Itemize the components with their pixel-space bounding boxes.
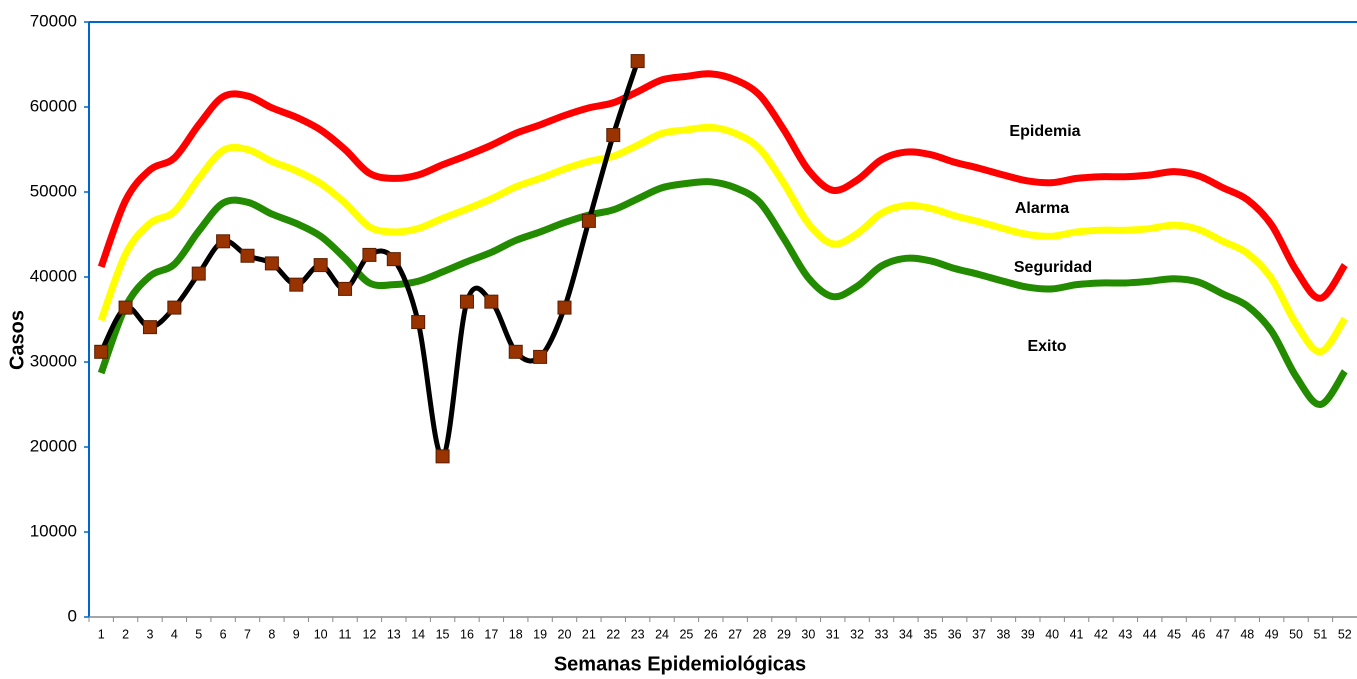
marker (435, 449, 450, 464)
marker (362, 247, 377, 262)
y-axis-title: Casos (6, 310, 28, 370)
x-tick-label: 35 (923, 627, 937, 641)
y-tick-label: 70000 (30, 11, 77, 30)
x-tick-label: 1 (98, 627, 105, 641)
x-tick-label: 47 (1216, 627, 1230, 641)
zone-label: Epidemia (1009, 123, 1080, 140)
marker (508, 344, 523, 359)
y-tick-label: 20000 (30, 436, 77, 455)
x-tick-label: 17 (484, 627, 498, 641)
marker (142, 320, 157, 335)
x-tick-label: 15 (436, 627, 450, 641)
y-tick-label: 60000 (30, 96, 77, 115)
marker (411, 315, 426, 330)
x-tick-label: 19 (533, 627, 547, 641)
x-tick-label: 16 (460, 627, 474, 641)
x-tick-label: 41 (1070, 627, 1084, 641)
y-tick-label: 30000 (30, 351, 77, 370)
x-tick-label: 43 (1118, 627, 1132, 641)
x-tick-label: 22 (606, 627, 620, 641)
x-tick-label: 4 (171, 627, 178, 641)
x-tick-label: 44 (1143, 627, 1157, 641)
series-line (97, 178, 1348, 408)
x-tick-label: 11 (339, 627, 352, 641)
x-tick-label: 14 (411, 627, 425, 641)
marker (264, 256, 279, 271)
y-tick-label: 10000 (30, 521, 77, 540)
marker (118, 300, 133, 315)
x-tick-label: 20 (558, 627, 572, 641)
x-tick-label: 24 (655, 627, 669, 641)
x-tick-label: 8 (268, 627, 275, 641)
x-tick-label: 45 (1167, 627, 1181, 641)
marker (94, 344, 109, 359)
marker (459, 294, 474, 309)
x-tick-label: 9 (293, 627, 300, 641)
x-tick-label: 34 (899, 627, 913, 641)
marker (167, 300, 182, 315)
zone-label: Alarma (1015, 200, 1069, 217)
marker (557, 300, 572, 315)
zone-label: Seguridad (1014, 259, 1092, 276)
x-tick-label: 39 (1021, 627, 1035, 641)
marker (606, 128, 621, 143)
x-tick-label: 32 (850, 627, 864, 641)
x-tick-label: 29 (777, 627, 791, 641)
x-tick-label: 28 (753, 627, 767, 641)
x-tick-label: 42 (1094, 627, 1108, 641)
y-tick-label: 50000 (30, 181, 77, 200)
marker (289, 277, 304, 292)
x-tick-label: 5 (195, 627, 202, 641)
marker (338, 281, 353, 296)
series-line (97, 123, 1348, 356)
x-tick-label: 6 (220, 627, 227, 641)
x-tick-label: 25 (679, 627, 693, 641)
x-axis-title: Semanas Epidemiológicas (554, 653, 806, 675)
marker (191, 266, 206, 281)
x-tick-label: 10 (314, 627, 328, 641)
x-tick-label: 50 (1289, 627, 1303, 641)
x-tick-label: 49 (1265, 627, 1279, 641)
x-tick-label: 12 (362, 627, 376, 641)
marker (386, 252, 401, 267)
x-tick-label: 3 (146, 627, 153, 641)
marker (630, 54, 645, 69)
x-tick-label: 26 (704, 627, 718, 641)
y-tick-label: 40000 (30, 266, 77, 285)
y-tick-label: 0 (68, 606, 77, 625)
x-tick-label: 13 (387, 627, 401, 641)
x-tick-label: 48 (1240, 627, 1254, 641)
x-tick-label: 23 (631, 627, 645, 641)
marker (533, 349, 548, 364)
x-tick-label: 46 (1192, 627, 1206, 641)
series-line (97, 70, 1348, 302)
x-tick-label: 33 (875, 627, 889, 641)
zone-label: Exito (1027, 338, 1066, 355)
marker (581, 213, 596, 228)
x-tick-label: 30 (801, 627, 815, 641)
marker (216, 234, 231, 249)
x-tick-label: 18 (509, 627, 523, 641)
marker (240, 248, 255, 263)
x-tick-label: 7 (244, 627, 251, 641)
x-tick-label: 38 (996, 627, 1010, 641)
x-tick-label: 2 (122, 627, 129, 641)
x-tick-label: 52 (1338, 627, 1352, 641)
x-tick-label: 21 (582, 627, 596, 641)
x-tick-label: 31 (826, 627, 840, 641)
x-tick-label: 40 (1045, 627, 1059, 641)
marker (484, 294, 499, 309)
x-tick-label: 51 (1313, 627, 1327, 641)
x-tick-label: 37 (972, 627, 986, 641)
x-tick-label: 36 (948, 627, 962, 641)
x-tick-label: 27 (728, 627, 742, 641)
marker (313, 258, 328, 273)
